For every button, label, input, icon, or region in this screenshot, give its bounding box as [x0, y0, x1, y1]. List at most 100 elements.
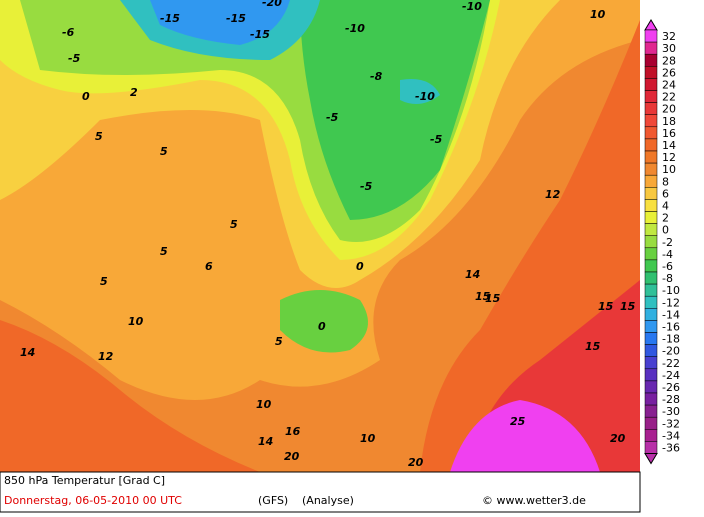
colorbar-swatch: [644, 187, 658, 200]
colorbar-swatch: [644, 199, 658, 212]
colorbar-label: -12: [662, 296, 680, 309]
contour-label: -8: [370, 70, 383, 83]
colorbar-label: -4: [662, 248, 673, 261]
colorbar-label: 20: [662, 103, 676, 116]
footer-title: 850 hPa Temperatur [Grad C]: [4, 474, 165, 487]
colorbar-swatch: [644, 380, 658, 394]
colorbar-label: -16: [662, 320, 680, 333]
colorbar-swatch: [644, 78, 658, 91]
contour-label: -5: [68, 52, 81, 65]
colorbar-label: 32: [662, 30, 676, 43]
contour-label: 15: [485, 292, 501, 305]
footer-run: (Analyse): [302, 494, 354, 507]
colorbar-label: -30: [662, 405, 680, 418]
colorbar-swatch: [644, 138, 658, 152]
colorbar-label: 10: [662, 163, 676, 176]
contour-label: 12: [545, 188, 561, 201]
footer-credit: © www.wetter3.de: [482, 494, 586, 507]
colorbar-label: -24: [662, 369, 680, 382]
contour-label: 6: [205, 260, 213, 273]
colorbar-swatch: [644, 41, 658, 55]
contour-label: 5: [160, 245, 168, 258]
contour-label: -15: [226, 12, 246, 25]
contour-label: -10: [462, 0, 482, 13]
colorbar-label: -26: [662, 381, 680, 394]
colorbar-swatch: [644, 126, 658, 140]
contour-label: 15: [475, 290, 491, 303]
colorbar-label: 16: [662, 127, 676, 140]
contour-label: 10: [590, 8, 606, 21]
contour-label: -6: [62, 26, 75, 39]
contour-label: 15: [620, 300, 636, 313]
contour-label: -20: [262, 0, 282, 9]
colorbar-label: 30: [662, 42, 676, 55]
contour-label: 14: [258, 435, 273, 448]
colorbar-label: 8: [662, 175, 669, 188]
contour-label: -5: [360, 180, 373, 193]
contour-label: 10: [360, 432, 376, 445]
colorbar-label: -28: [662, 393, 680, 406]
colorbar-label: -14: [662, 308, 680, 321]
contour-label: -5: [430, 133, 443, 146]
contour-label: 14: [465, 268, 480, 281]
contour-label: 5: [160, 145, 168, 158]
colorbar-swatch: [644, 308, 658, 321]
contour-label: 16: [285, 425, 301, 438]
contour-label: 20: [284, 450, 300, 463]
footer-date: Donnerstag, 06-05-2010 00 UTC: [4, 494, 182, 507]
colorbar-swatch: [644, 356, 658, 370]
colorbar-label: 28: [662, 54, 676, 67]
map: [0, 0, 640, 472]
colorbar-top-arrow: [644, 19, 658, 31]
colorbar-swatch: [644, 271, 658, 285]
colorbar-label: 2: [662, 212, 669, 225]
colorbar-swatch: [644, 332, 658, 345]
contour-label: 14: [20, 346, 35, 359]
footer-model: (GFS): [258, 494, 288, 507]
colorbar-label: -36: [662, 441, 680, 454]
colorbar-label: -32: [662, 417, 680, 430]
contour-label: -10: [415, 90, 435, 103]
colorbar-swatch: [644, 295, 658, 309]
contour-label: 5: [275, 335, 283, 348]
colorbar-bottom-arrow: [644, 453, 658, 465]
contour-label: 15: [585, 340, 601, 353]
contour-label: 5: [100, 275, 108, 288]
contour-label: 12: [98, 350, 114, 363]
colorbar-swatch: [644, 429, 658, 442]
colorbar-label: 0: [662, 224, 669, 237]
contour-label: -10: [345, 22, 365, 35]
colorbar-label: 26: [662, 66, 676, 79]
colorbar-swatch: [644, 368, 658, 382]
colorbar-label: 18: [662, 115, 676, 128]
colorbar-label: -2: [662, 236, 673, 249]
colorbar-swatch: [644, 114, 658, 128]
colorbar-label: 22: [662, 91, 676, 104]
contour-label: 20: [408, 456, 424, 469]
colorbar-swatch: [644, 344, 658, 357]
colorbar-swatch: [644, 441, 658, 454]
contour-label: -5: [326, 111, 339, 124]
contour-label: 25: [510, 415, 526, 428]
colorbar-label: -6: [662, 260, 673, 273]
contour-label: 0: [318, 320, 326, 333]
colorbar-swatch: [644, 223, 658, 236]
colorbar-label: -18: [662, 333, 680, 346]
colorbar-label: -34: [662, 429, 680, 442]
colorbar-label: 12: [662, 151, 676, 164]
contour-label: 15: [598, 300, 614, 313]
colorbar-swatch: [644, 259, 658, 273]
colorbar-swatch: [644, 150, 658, 164]
contour-label: -15: [250, 28, 270, 41]
colorbar-swatch: [644, 320, 658, 333]
contour-label: 0: [82, 90, 90, 103]
contour-label: 10: [256, 398, 272, 411]
colorbar-swatch: [644, 102, 658, 115]
colorbar-swatch: [644, 66, 658, 79]
colorbar-label: -20: [662, 345, 680, 358]
footer-box: [0, 471, 641, 513]
colorbar-swatch: [644, 174, 658, 188]
colorbar-label: -22: [662, 357, 680, 370]
contour-label: -15: [160, 12, 180, 25]
colorbar-swatch: [644, 404, 658, 418]
